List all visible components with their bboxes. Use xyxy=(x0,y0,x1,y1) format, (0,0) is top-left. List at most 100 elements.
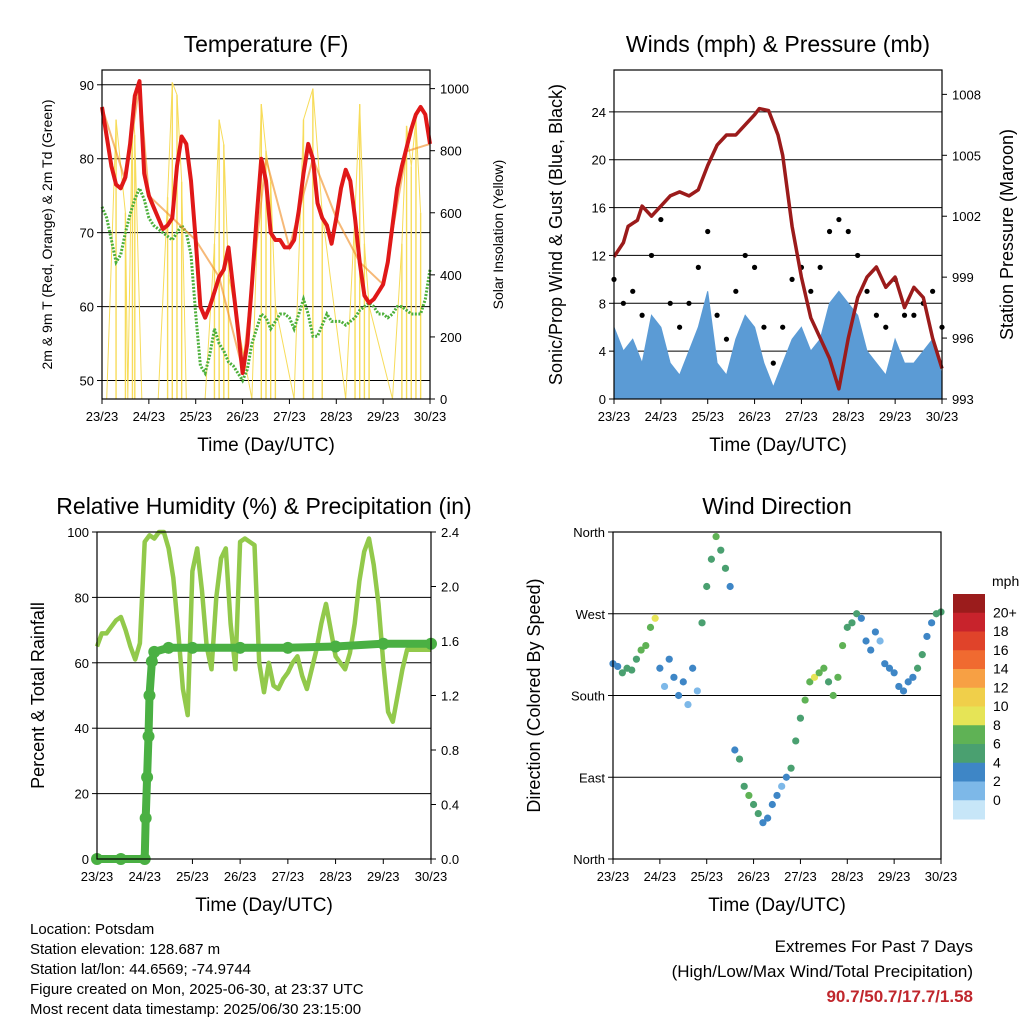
direction-point xyxy=(656,664,664,672)
direction-point xyxy=(871,628,880,636)
colorbar-swatch xyxy=(953,631,985,651)
x-axis-label: Time (Day/UTC) xyxy=(197,435,335,456)
direction-point xyxy=(782,773,790,781)
direction-point xyxy=(923,632,931,641)
gust-point xyxy=(705,228,711,235)
y-tick-label: 24 xyxy=(592,105,606,120)
direction-point xyxy=(829,691,837,700)
y2-tick-label: 2.4 xyxy=(441,525,459,540)
direction-point xyxy=(614,662,622,671)
colorbar-label: 8 xyxy=(993,717,1001,733)
x-tick-label: 28/23 xyxy=(320,409,353,424)
direction-point xyxy=(815,669,823,677)
plot-border xyxy=(612,531,942,860)
colorbar-swatch xyxy=(953,706,985,726)
gust-point xyxy=(873,312,880,318)
direction-point xyxy=(909,673,917,681)
direction-point xyxy=(768,800,776,809)
y2-tick-label: 0.0 xyxy=(441,852,459,867)
y2-tick-label: 0.4 xyxy=(441,798,459,813)
direction-point xyxy=(801,696,809,704)
gust-point xyxy=(808,288,814,294)
x-tick-label: 23/23 xyxy=(86,409,119,424)
direction-point xyxy=(740,782,748,790)
extremes-title: Extremes For Past 7 Days xyxy=(774,937,973,956)
location-text: Location: Potsdam xyxy=(30,921,155,938)
gust-point xyxy=(733,288,739,294)
chart-title: Temperature (F) xyxy=(184,31,349,57)
y2-tick-label: 993 xyxy=(952,392,974,407)
x-tick-label: 28/23 xyxy=(831,869,864,884)
y-tick-label: 60 xyxy=(80,300,94,315)
y-tick-label: 100 xyxy=(67,525,89,540)
precip-point xyxy=(162,641,175,654)
gust-point xyxy=(789,276,795,282)
wind-series xyxy=(613,290,943,400)
y-tick-label: 8 xyxy=(599,296,606,311)
x-tick-label: 27/23 xyxy=(785,409,818,424)
extremes-values: 90.7/50.7/17.7/1.58 xyxy=(826,987,973,1006)
y2-tick-label: 1005 xyxy=(952,148,981,163)
direction-point xyxy=(806,678,814,686)
direction-point xyxy=(749,800,758,809)
chart-title: Relative Humidity (%) & Precipitation (i… xyxy=(56,493,471,519)
y-tick-label: 60 xyxy=(75,656,89,671)
y-tick-label: 20 xyxy=(75,787,89,802)
recent-text: Most recent data timestamp: 2025/06/30 2… xyxy=(30,1001,362,1018)
colorbar-label: 20+ xyxy=(993,604,1017,620)
y-tick-label: East xyxy=(579,770,605,785)
gust-point xyxy=(817,264,823,270)
direction-point xyxy=(646,623,655,631)
direction-point xyxy=(895,682,903,691)
gust-point xyxy=(686,300,692,306)
direction-point xyxy=(913,664,922,672)
x-axis-label: Time (Day/UTC) xyxy=(709,435,847,456)
direction-point xyxy=(721,564,730,572)
direction-point xyxy=(778,782,786,790)
direction-point xyxy=(857,614,865,622)
y2-axis-label: Solar Insolation (Yellow) xyxy=(490,160,506,310)
y2-tick-label: 996 xyxy=(952,331,974,346)
chart-title: Winds (mph) & Pressure (mb) xyxy=(626,31,930,57)
direction-point xyxy=(904,678,912,686)
y2-tick-label: 2.0 xyxy=(441,580,459,595)
plot-border xyxy=(101,69,431,400)
colorbar-label: 12 xyxy=(993,679,1009,695)
gust-point xyxy=(751,264,758,270)
gust-point xyxy=(667,300,673,306)
y2-tick-label: 800 xyxy=(440,144,462,159)
y2-tick-label: 1008 xyxy=(952,87,981,102)
colorbar-title: mph xyxy=(992,573,1019,589)
y2-tick-label: 0 xyxy=(440,392,447,407)
gust-point xyxy=(714,312,720,318)
x-tick-label: 26/23 xyxy=(738,409,771,424)
direction-point xyxy=(843,623,851,631)
gust-point xyxy=(770,360,776,366)
gust-point xyxy=(826,228,833,235)
x-tick-label: 25/23 xyxy=(179,409,212,424)
direction-point xyxy=(637,646,645,654)
winds-pressure-panel: Winds (mph) & Pressure (mb) 0 4 8 12 16 20 24 99… xyxy=(546,31,1017,456)
gust-point xyxy=(901,312,908,318)
y2-tick-label: 999 xyxy=(952,270,974,285)
colorbar-label: 10 xyxy=(993,698,1009,714)
direction-point xyxy=(862,637,870,645)
x-tick-label: 28/23 xyxy=(319,869,352,884)
y-tick-label: North xyxy=(573,525,605,540)
created-text: Figure created on Mon, 2025-06-30, at 23… xyxy=(30,981,364,998)
colorbar-label: 2 xyxy=(993,773,1001,789)
y-tick-label: 16 xyxy=(592,201,606,216)
gust-point xyxy=(864,288,870,294)
y2-tick-label: 1002 xyxy=(952,209,981,224)
x-tick-label: 30/23 xyxy=(414,409,447,424)
y-tick-label: South xyxy=(571,689,605,704)
direction-point xyxy=(899,687,908,695)
direction-point xyxy=(853,610,861,618)
precip-point xyxy=(139,812,152,825)
y-tick-label: West xyxy=(576,607,606,622)
y-tick-label: 12 xyxy=(592,248,606,263)
x-tick-label: 23/23 xyxy=(597,869,630,884)
y-tick-label: 20 xyxy=(592,153,606,168)
x-tick-label: 23/23 xyxy=(598,409,631,424)
